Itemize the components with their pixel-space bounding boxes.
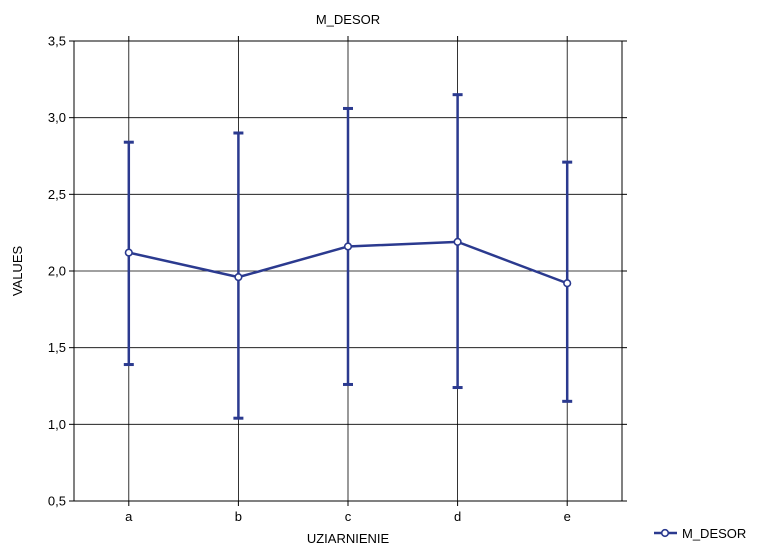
y-tick-label: 0,5 xyxy=(48,494,66,509)
y-axis: 0,5 1,0 1,5 2,0 2,5 3,0 3,5 xyxy=(48,34,627,509)
y-tick-label: 3,5 xyxy=(48,34,66,49)
series-lines xyxy=(124,237,572,288)
x-tick-label: d xyxy=(454,509,461,524)
data-point xyxy=(124,248,133,257)
data-point xyxy=(234,273,243,282)
legend-label: M_DESOR xyxy=(682,526,746,541)
x-tick-label: a xyxy=(125,509,133,524)
x-tick-label: b xyxy=(235,509,242,524)
x-axis: a b c d e xyxy=(125,36,571,524)
y-axis-label: VALUES xyxy=(10,246,25,297)
x-tick-label: c xyxy=(345,509,352,524)
data-point xyxy=(563,279,572,288)
y-tick-label: 1,0 xyxy=(48,417,66,432)
chart-title: M_DESOR xyxy=(316,12,380,27)
y-tick-label: 2,0 xyxy=(48,264,66,279)
legend-point-marker xyxy=(660,528,670,538)
error-bars xyxy=(123,93,573,420)
y-tick-label: 3,0 xyxy=(48,110,66,125)
data-point xyxy=(453,237,462,246)
y-tick-label: 2,5 xyxy=(48,187,66,202)
x-tick-label: e xyxy=(564,509,571,524)
y-tick-label: 1,5 xyxy=(48,340,66,355)
data-point xyxy=(343,242,353,251)
x-axis-label: UZIARNIENIE xyxy=(307,531,390,546)
legend: M_DESOR xyxy=(654,526,746,541)
